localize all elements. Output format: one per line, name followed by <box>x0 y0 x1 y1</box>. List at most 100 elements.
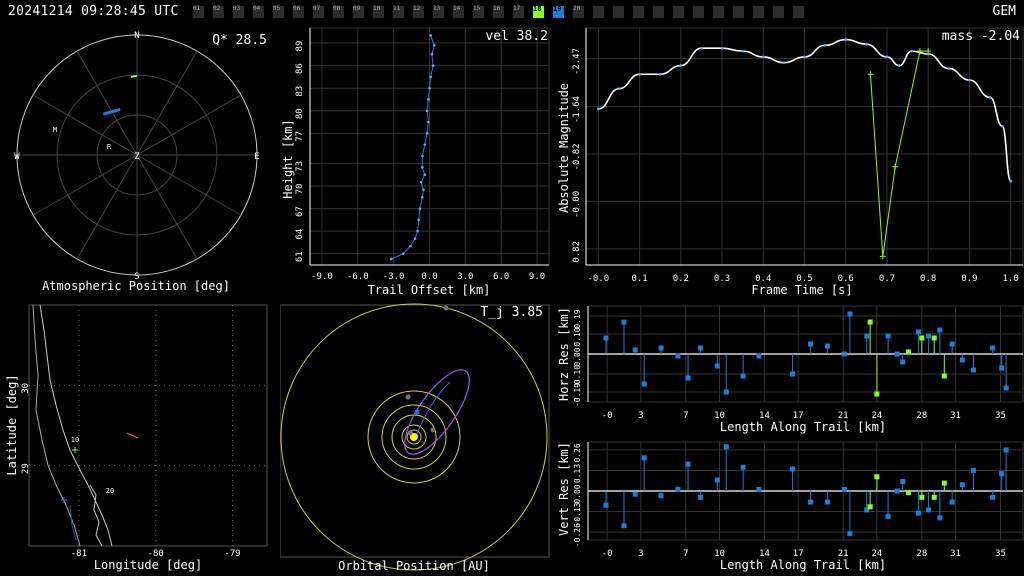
ground-map-panel: -81 -80 -79 29 30 10 20 Longitude [deg] Latitu… <box>5 304 268 572</box>
residual-blue-point <box>756 486 762 492</box>
station-slot-26 <box>693 6 704 18</box>
map-xlabel: Longitude [deg] <box>94 558 202 572</box>
station-slot-27 <box>713 6 724 18</box>
station-09: 09 <box>353 5 364 18</box>
magnitude-blue-point <box>803 55 806 59</box>
residual-blue-point <box>915 510 921 516</box>
orbit-plot-area <box>280 303 550 571</box>
station-label: 09 <box>353 5 361 12</box>
residual-green-point <box>919 494 925 500</box>
height-trail-point <box>428 86 431 90</box>
residual-blue-point <box>632 347 638 353</box>
residual-ytick: -0.13 <box>573 502 582 526</box>
height-ytick: 73 <box>295 161 305 172</box>
magnitude-ytick: -0.00 <box>572 191 582 218</box>
planet-marker <box>405 394 411 400</box>
height-trail-point <box>417 218 421 222</box>
magnitude-xtick: 0.9 <box>961 274 977 284</box>
magnitude-blue-point <box>638 72 641 76</box>
height-xtick: -6.0 <box>347 272 369 282</box>
residual-blue-point <box>756 353 762 359</box>
residual-blue-point <box>999 365 1005 371</box>
residual-blue-point <box>723 389 729 395</box>
residual-blue-point <box>949 341 955 347</box>
residual-blue-point <box>937 515 943 521</box>
residual-blue-point <box>990 345 996 351</box>
residual-blue-point <box>790 466 796 472</box>
residual-blue-point <box>885 333 891 339</box>
station-label: 18 <box>533 5 542 13</box>
magnitude-blue-point <box>1009 179 1013 183</box>
velocity-value: vel 38.2 <box>485 29 548 44</box>
residual-blue-point <box>658 345 664 351</box>
residual-blue-point <box>885 513 891 519</box>
orbit-ascending-arc <box>413 381 451 442</box>
station-16: 16 <box>493 5 504 18</box>
residual-blue-point <box>999 471 1005 477</box>
residual-blue-point <box>658 493 664 499</box>
station-08: 08 <box>333 5 344 18</box>
residual-ytick: -0.26 <box>573 523 582 547</box>
magnitude-ytick: -2.47 <box>572 48 582 75</box>
magnitude-xtick: 0.2 <box>673 274 689 284</box>
height-ytick: 61 <box>295 251 305 262</box>
residual-blue-point <box>714 363 720 369</box>
shower-code: GEM <box>992 4 1016 19</box>
height-xtick: -3.0 <box>383 272 405 282</box>
magnitude-blue-point <box>864 42 868 46</box>
height-ytick: 86 <box>295 63 305 74</box>
residual-xtick: 28 <box>916 549 927 559</box>
magnitude-plot-area: -0.0 0.1 0.2 0.3 0.4 0.5 0.6 0.7 0.8 0.9 1.0 -2.47 -… <box>572 27 1024 284</box>
height-trail-point <box>429 34 432 37</box>
magnitude-xtick: 0.7 <box>879 274 895 284</box>
residual-blue-point <box>900 359 906 365</box>
orbit-frame <box>280 304 550 558</box>
orbit-xlabel: Orbital Position [AU] <box>338 559 490 573</box>
magnitude-blue-point <box>700 46 703 50</box>
height-plot-area: -9.0 -6.0 -3.0 0.0 3.0 6.0 9.0 61 64 67 70 73 77 80 83… <box>295 27 550 282</box>
station-02: 02 <box>213 5 224 18</box>
orbit-planet <box>406 429 422 445</box>
polar-grid <box>16 34 258 276</box>
map-coastline <box>39 304 113 547</box>
magnitude-blue-point <box>910 49 914 53</box>
height-trail-point <box>429 75 432 79</box>
station-label: 03 <box>233 5 241 12</box>
residual-xtick: 35 <box>995 411 1006 421</box>
earth-marker <box>414 409 420 415</box>
map-river <box>69 504 77 541</box>
residual-green-point <box>941 373 947 379</box>
residual-blue-point <box>864 333 870 339</box>
station-06: 06 <box>293 5 304 18</box>
height-trail-point <box>401 252 405 256</box>
residual-ytick: 0.00 <box>573 484 582 503</box>
station-15: 15 <box>473 5 484 18</box>
station-05: 05 <box>273 5 284 18</box>
polar-spoke <box>76 50 198 260</box>
map-lagoon-line <box>89 484 103 547</box>
residual-blue-point <box>740 464 746 470</box>
horz-xlabel: Length Along Trail [km] <box>720 420 886 434</box>
residual-xtick: 7 <box>683 549 688 559</box>
magnitude-blue-point <box>782 61 786 65</box>
residual-xtick: -0 <box>602 549 613 559</box>
north-label: N <box>134 31 139 41</box>
horz-res-plot-area: -0 3 7 10 14 17 21 24 28 31 35 0.190.100.00-0.10-0.… <box>573 305 1024 421</box>
height-trail-point <box>419 180 423 184</box>
residual-blue-point <box>971 367 977 373</box>
sun-marker <box>410 433 418 441</box>
magnitude-xtick: 0.8 <box>920 274 936 284</box>
station-label: 16 <box>493 5 501 12</box>
station-mark-r: R <box>107 143 112 151</box>
residual-blue-point <box>990 494 996 500</box>
station-label: 08 <box>333 5 341 12</box>
vertical-residuals-panel: -0 3 7 10 14 17 21 24 28 31 35 0.26 0.130.00-0.13-0.… <box>557 441 1024 572</box>
vert-xlabel: Length Along Trail [km] <box>720 558 886 572</box>
map-ytick: 29 <box>21 463 31 474</box>
station-label: 14 <box>453 5 461 12</box>
orbit-planet <box>381 404 447 470</box>
residual-green-point <box>874 391 880 397</box>
station-slot-30 <box>773 6 784 18</box>
orbital-position-panel: T_j 3.85 Orbital Position [AU] <box>280 303 550 573</box>
height-ytick: 80 <box>295 108 305 119</box>
